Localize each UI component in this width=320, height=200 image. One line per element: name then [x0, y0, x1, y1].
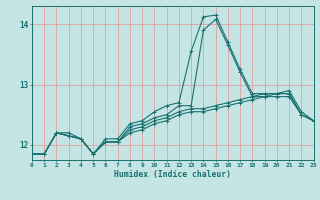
X-axis label: Humidex (Indice chaleur): Humidex (Indice chaleur) [114, 170, 231, 179]
